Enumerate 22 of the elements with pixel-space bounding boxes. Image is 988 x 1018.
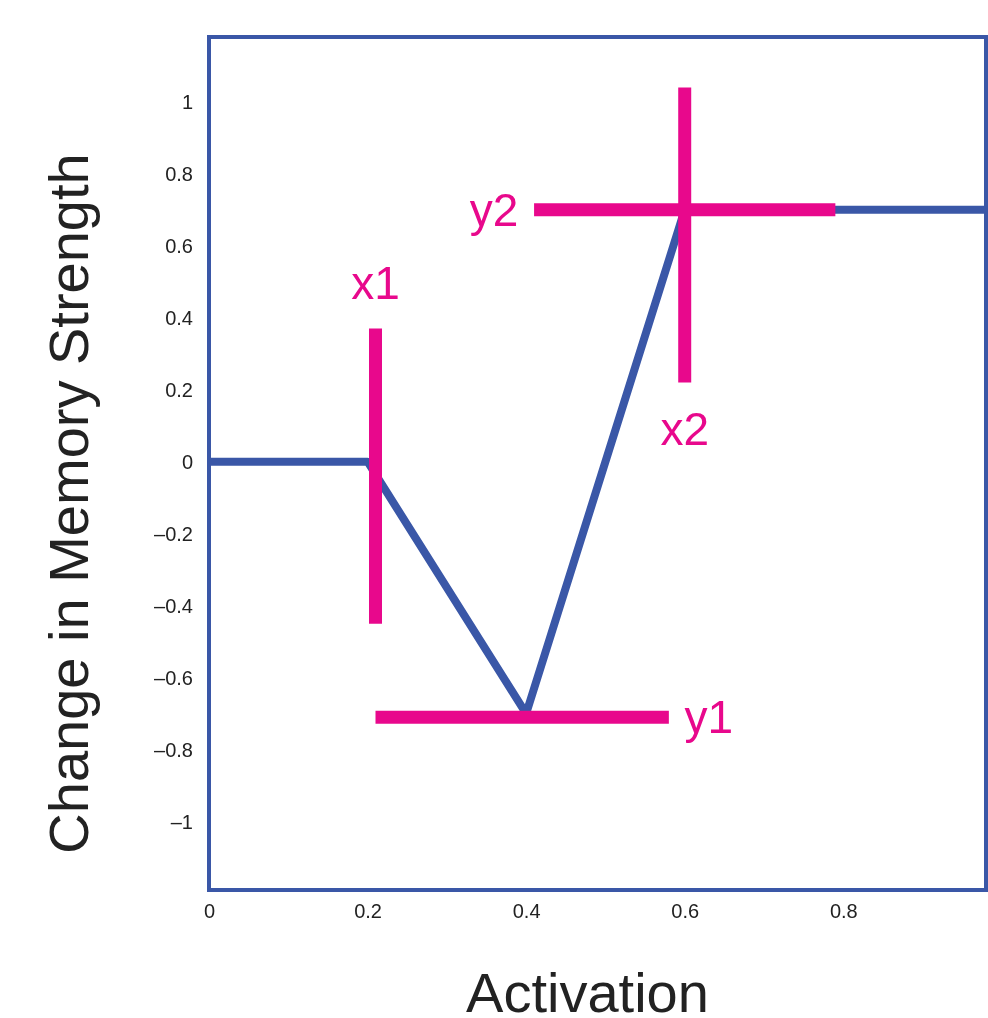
x-tick-label: 0.6 [671, 900, 700, 923]
y-tick-label: 1 [181, 90, 193, 113]
x-tick-label: 0.2 [354, 900, 382, 923]
y-axis-title: Change in Memory Strength [37, 153, 100, 854]
y-tick-label: 0.4 [165, 306, 193, 329]
x-axis-title: Activation [466, 961, 709, 1018]
y-tick-label: 0.2 [165, 378, 193, 401]
annotation: x2 [660, 402, 710, 455]
y-tick-label: –1 [170, 810, 193, 833]
x-tick-label: 0.8 [829, 900, 858, 923]
y-tick-label: –0.8 [154, 738, 193, 761]
y-tick-label: –0.6 [154, 666, 193, 689]
y-tick-label: 0 [181, 450, 193, 473]
annotation: x1 [351, 256, 400, 309]
annotation: y2 [469, 183, 519, 236]
x-tick-label: 0 [203, 900, 216, 923]
y-tick-label: 0.8 [165, 162, 193, 185]
y-tick-label: –0.2 [154, 522, 193, 545]
y-tick-label: –0.4 [154, 594, 193, 617]
y-tick-label: 0.6 [165, 234, 193, 257]
x-tick-label: 0.4 [512, 900, 541, 923]
annotation: y1 [684, 691, 734, 744]
